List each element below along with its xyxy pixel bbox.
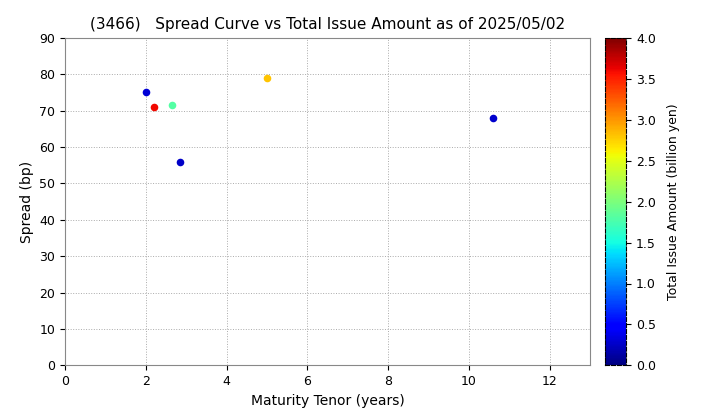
Point [140,89,151,96]
Y-axis label: Spread (bp): Spread (bp) [19,160,34,243]
Y-axis label: Total Issue Amount (billion yen): Total Issue Amount (billion yen) [667,103,680,300]
Point [261,74,273,81]
Title: (3466)   Spread Curve vs Total Issue Amount as of 2025/05/02: (3466) Spread Curve vs Total Issue Amoun… [90,18,565,32]
Point [148,104,160,110]
Point [487,115,499,121]
X-axis label: Maturity Tenor (years): Maturity Tenor (years) [251,394,405,408]
Point [174,158,186,165]
Point [166,102,178,108]
